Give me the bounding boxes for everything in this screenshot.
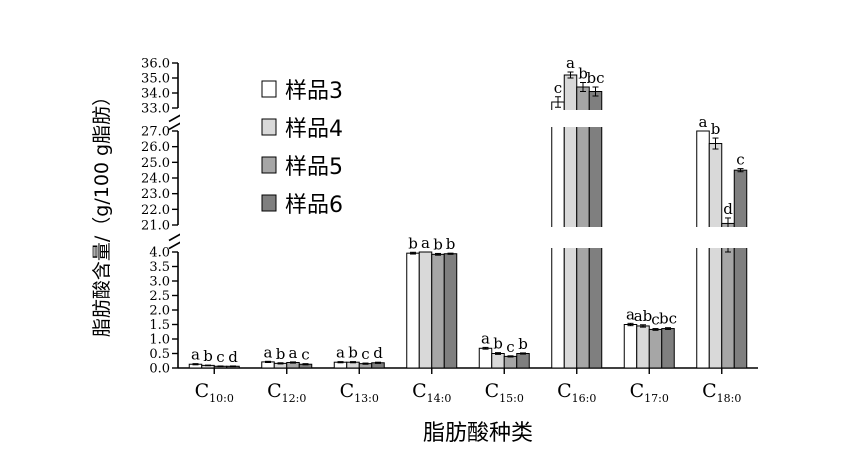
significance-letter: d xyxy=(228,348,238,366)
significance-letter: b xyxy=(433,235,443,253)
significance-letter: d xyxy=(723,200,733,218)
legend-label: 样品3 xyxy=(285,79,343,104)
significance-letter: c xyxy=(736,151,744,169)
significance-letter: ab xyxy=(634,307,653,325)
y-tick-label: 26.0 xyxy=(141,140,170,155)
bar xyxy=(708,143,723,369)
bar xyxy=(623,324,638,369)
y-tick-label: 2.5 xyxy=(149,289,170,304)
significance-letter: a xyxy=(191,346,200,364)
y-tick-label: 24.0 xyxy=(141,172,170,187)
significance-letter: c xyxy=(361,345,369,363)
significance-letter: a xyxy=(566,54,575,72)
bar xyxy=(733,169,748,369)
legend-label: 样品4 xyxy=(285,117,343,142)
y-tick-label: 4.0 xyxy=(149,246,170,261)
y-tick-label: 25.0 xyxy=(141,156,170,171)
legend: 样品3 样品4 样品5 样品6 xyxy=(261,79,343,218)
legend-label: 样品5 xyxy=(285,155,343,180)
bar xyxy=(661,328,675,369)
y-tick-label: 1.0 xyxy=(149,333,170,348)
axis-break-gap xyxy=(180,227,760,248)
significance-letter: bc xyxy=(659,310,677,328)
significance-letter: a xyxy=(264,343,273,361)
x-tick-label: C14:0 xyxy=(412,380,451,405)
x-tick-label: C18:0 xyxy=(702,380,741,405)
bar xyxy=(491,353,505,369)
significance-letter: b xyxy=(203,347,213,365)
bars xyxy=(180,71,760,369)
significance-letter: b xyxy=(408,234,418,252)
significance-letter: b xyxy=(493,335,503,353)
legend-swatch xyxy=(261,118,277,136)
bar xyxy=(696,130,710,369)
significance-letter: c xyxy=(554,79,562,97)
significance-letter: a xyxy=(421,234,430,252)
bar xyxy=(503,355,518,369)
y-tick-label: 0.5 xyxy=(149,347,170,362)
y-tick-label: 35.0 xyxy=(141,72,170,87)
significance-letter: b xyxy=(446,235,456,253)
bar xyxy=(406,252,420,369)
significance-letter: a xyxy=(626,305,635,323)
significance-letter: a xyxy=(336,344,345,362)
bar xyxy=(443,253,458,369)
y-tick-label: 22.0 xyxy=(141,203,170,218)
significance-letter: c xyxy=(651,311,659,329)
bar xyxy=(478,347,493,369)
bar xyxy=(636,325,650,369)
x-tick-label: C12:0 xyxy=(267,380,306,405)
y-tick-label: 27.0 xyxy=(141,125,170,140)
x-tick-label: C13:0 xyxy=(340,380,379,405)
significance-letter: a xyxy=(289,344,298,362)
legend-swatch xyxy=(261,80,277,98)
significance-letter: b xyxy=(276,345,286,363)
bar xyxy=(431,253,445,369)
x-tick-label: C17:0 xyxy=(630,380,669,405)
bar xyxy=(418,251,433,369)
legend-swatch xyxy=(261,156,277,174)
y-tick-label: 33.0 xyxy=(141,102,170,117)
significance-letter: d xyxy=(373,344,383,362)
y-tick-label: 36.0 xyxy=(141,57,170,72)
significance-letter: c xyxy=(506,338,514,356)
y-tick-label: 1.5 xyxy=(149,318,170,333)
bar xyxy=(648,328,663,369)
significance-letter: b xyxy=(348,344,358,362)
y-axis-title: 脂肪酸含量/（g/100 g脂肪） xyxy=(91,87,113,337)
significance-letter: bc xyxy=(586,69,604,87)
y-tick-label: 0.0 xyxy=(149,362,170,377)
significance-letter: b xyxy=(518,335,528,353)
legend-swatch xyxy=(261,194,277,212)
y-tick-label: 23.0 xyxy=(141,187,170,202)
significance-letter: a xyxy=(481,329,490,347)
legend-label: 样品6 xyxy=(285,193,343,218)
y-tick-label: 3.0 xyxy=(149,275,170,290)
y-tick-label: 21.0 xyxy=(141,219,170,234)
y-tick-label: 3.5 xyxy=(149,260,170,275)
x-axis-title: 脂肪酸种类 xyxy=(423,421,533,446)
x-tick-label: C16:0 xyxy=(557,380,596,405)
significance-letter: b xyxy=(711,120,721,138)
significance-letter: a xyxy=(699,113,708,131)
x-tick-label: C15:0 xyxy=(485,380,524,405)
y-tick-label: 34.0 xyxy=(141,87,170,102)
axis-break-gap xyxy=(180,110,760,127)
y-tick-label: 2.0 xyxy=(149,304,170,319)
bar xyxy=(516,353,530,369)
x-tick-label: C10:0 xyxy=(195,380,234,405)
significance-letter: c xyxy=(216,348,224,366)
significance-letter: c xyxy=(301,346,309,364)
significance-letter: b xyxy=(578,65,588,83)
